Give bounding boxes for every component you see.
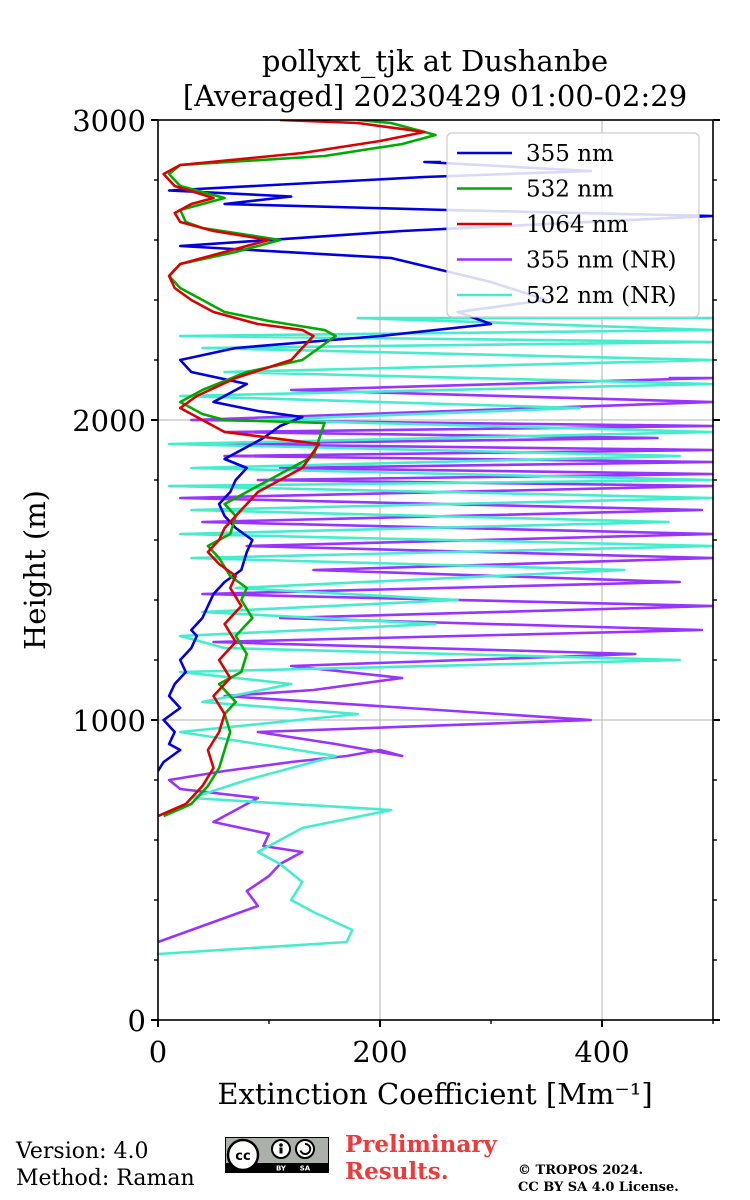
legend-label-4: 355 nm (NR) bbox=[526, 248, 677, 274]
badge-sa-text: SA bbox=[300, 1165, 311, 1173]
x-tick-label: 200 bbox=[352, 1035, 407, 1069]
y-tick-label: 3000 bbox=[72, 104, 146, 138]
series-line-3 bbox=[158, 120, 426, 818]
y-axis-label: Height (m) bbox=[18, 490, 52, 650]
chart-title: pollyxt_tjk at Dushanbe bbox=[262, 44, 608, 79]
svg-text:cc: cc bbox=[235, 1149, 250, 1164]
y-tick-label: 1000 bbox=[72, 704, 146, 738]
axis-ticks: 0 200 400 0 1000 2000 3000 bbox=[72, 104, 720, 1069]
series-line-5 bbox=[158, 316, 713, 956]
legend-label-3: 1064 nm bbox=[526, 212, 629, 238]
legend-label-2: 532 nm bbox=[526, 177, 614, 203]
extinction-profile-chart: pollyxt_tjk at Dushanbe [Averaged] 20230… bbox=[18, 44, 720, 1111]
preliminary-results-label-line2: Results. bbox=[345, 1158, 449, 1185]
series-line-1 bbox=[158, 160, 713, 772]
series-layer bbox=[158, 120, 713, 956]
chart-subtitle: [Averaged] 20230429 01:00-02:29 bbox=[183, 79, 687, 113]
x-tick-label: 0 bbox=[149, 1035, 167, 1069]
y-tick-label: 0 bbox=[128, 1004, 146, 1038]
legend: 355 nm 532 nm 1064 nm 355 nm (NR) 532 nm (NR… bbox=[446, 132, 700, 318]
legend-label-5: 532 nm (NR) bbox=[526, 283, 677, 309]
series-line-2 bbox=[163, 120, 437, 818]
x-axis-label: Extinction Coefficient [Mm⁻¹] bbox=[217, 1077, 652, 1111]
plot-frame bbox=[157, 119, 714, 1021]
legend-box bbox=[446, 132, 700, 318]
badge-by-text: BY bbox=[276, 1165, 287, 1173]
x-tick-label: 400 bbox=[574, 1035, 629, 1069]
copyright-label: © TROPOS 2024. bbox=[518, 1163, 644, 1178]
version-label: Version: 4.0 bbox=[16, 1139, 149, 1164]
cc-by-sa-license-icon: cc BY SA bbox=[225, 1137, 329, 1173]
legend-label-1: 355 nm bbox=[526, 141, 614, 167]
y-tick-label: 2000 bbox=[72, 404, 146, 438]
method-label: Method: Raman bbox=[16, 1166, 195, 1191]
preliminary-results-label: Preliminary bbox=[345, 1131, 497, 1158]
license-label: CC BY SA 4.0 License. bbox=[518, 1180, 679, 1195]
